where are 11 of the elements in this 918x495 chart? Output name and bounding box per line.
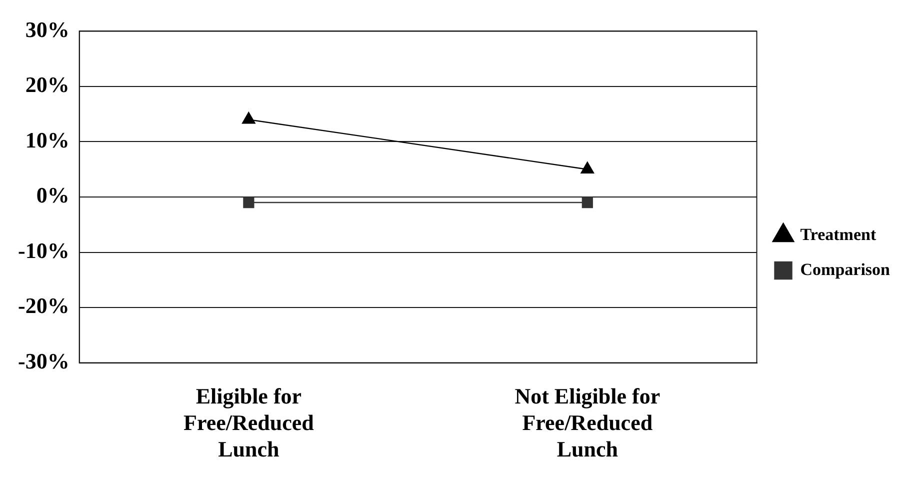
legend-label: Treatment — [800, 224, 876, 244]
y-tick-label: 10% — [25, 127, 70, 152]
y-tick-label: -10% — [18, 238, 70, 263]
y-tick-label: -30% — [18, 348, 70, 374]
y-tick-label: -20% — [18, 293, 70, 318]
y-tick-label: 0% — [36, 182, 70, 208]
x-tick-label: Not Eligible for Free/Reduced Lunch — [514, 384, 660, 462]
x-tick-label: Eligible for Free/Reduced Lunch — [184, 384, 314, 462]
legend-label: Comparison — [800, 260, 891, 279]
y-tick-label: 30% — [25, 16, 70, 42]
y-tick-label: 20% — [25, 72, 70, 98]
